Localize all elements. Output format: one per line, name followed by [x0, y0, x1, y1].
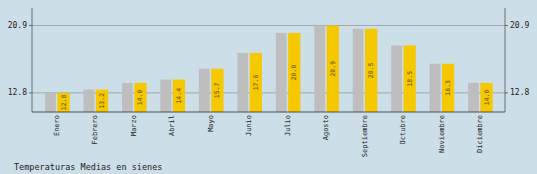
data-label: 12.8	[60, 95, 68, 111]
y2-tick	[505, 25, 508, 26]
bar	[211, 69, 223, 112]
bar	[57, 93, 69, 112]
bar	[84, 90, 95, 112]
y2-tick-label: 12.8	[510, 88, 529, 97]
bars	[45, 25, 493, 112]
data-label: 14.4	[175, 88, 183, 104]
bar	[96, 90, 108, 112]
y-axis-line	[32, 8, 33, 112]
data-label: 14.0	[483, 90, 491, 106]
bar	[442, 64, 454, 112]
bar	[134, 83, 146, 112]
y2-axis-line	[505, 8, 506, 112]
bar	[199, 69, 210, 112]
category-label: Febrero	[91, 115, 99, 145]
category-label: Abril	[168, 115, 176, 136]
category-label: Septiembre	[361, 115, 369, 157]
category-label: Diciembre	[476, 115, 484, 153]
data-label: 14.0	[136, 90, 144, 106]
bar	[468, 83, 479, 112]
data-label: 16.3	[444, 80, 452, 96]
data-label: 20.9	[329, 61, 337, 77]
bar	[327, 25, 339, 112]
y-tick	[29, 92, 32, 93]
bar	[122, 83, 133, 112]
category-label: Julio	[284, 115, 292, 136]
y-tick-label: 20.9	[8, 21, 27, 30]
title: Temperaturas Medias en sienes	[14, 162, 162, 172]
category-label: Noviembre	[438, 115, 446, 153]
grid-line	[32, 25, 505, 26]
y-tick-label: 12.8	[8, 88, 27, 97]
category-label: Octubre	[399, 115, 407, 145]
bar	[173, 80, 185, 112]
data-label: 18.5	[406, 71, 414, 87]
bar	[276, 33, 287, 112]
bar	[480, 83, 492, 112]
x-axis-line	[32, 112, 505, 113]
bar	[288, 33, 300, 112]
bar	[314, 25, 325, 112]
category-label: Agosto	[322, 115, 330, 140]
data-label: 20.0	[290, 65, 298, 81]
bar	[45, 93, 56, 112]
bar	[365, 29, 377, 112]
data-label: 17.6	[252, 75, 260, 91]
y2-tick	[505, 92, 508, 93]
y2-tick-label: 20.9	[510, 21, 529, 30]
bar	[391, 45, 402, 112]
category-label: Marzo	[130, 115, 138, 136]
y-tick	[29, 25, 32, 26]
bar	[237, 53, 248, 112]
data-label: 20.5	[367, 62, 375, 78]
chart: 12.8 13.2 14.0 14.4 15.7 17.6 20.0 20.9 20.5 18.5…	[0, 0, 537, 174]
category-label: Enero	[53, 115, 61, 136]
bar	[160, 80, 171, 112]
category-label: Junio	[245, 115, 253, 136]
bar	[353, 29, 364, 112]
background	[0, 0, 537, 174]
bar	[403, 45, 415, 112]
data-label: 15.7	[213, 82, 221, 98]
bar	[250, 53, 262, 112]
data-label: 13.2	[98, 93, 106, 109]
category-label: Mayo	[207, 115, 215, 132]
bar	[430, 64, 441, 112]
